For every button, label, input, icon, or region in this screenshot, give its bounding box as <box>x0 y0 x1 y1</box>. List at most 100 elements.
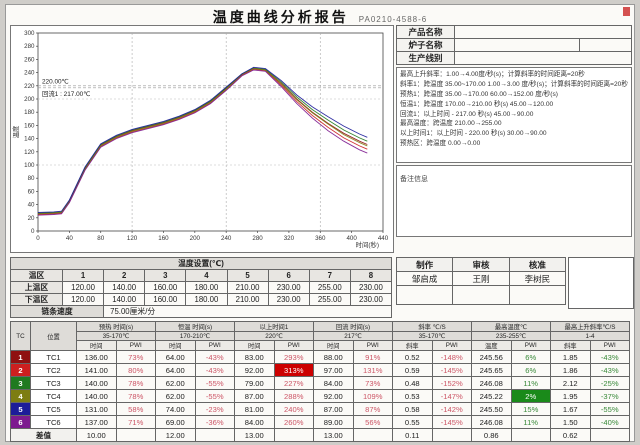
pwi-value: 2% <box>510 389 551 403</box>
measured-value: 246.08 <box>471 376 512 390</box>
field-value <box>454 51 632 65</box>
x-tick-label: 0 <box>36 235 40 242</box>
pwi-value: 15% <box>510 402 551 416</box>
x-tick-label: 120 <box>127 235 138 242</box>
measured-value: 245.56 <box>471 350 512 364</box>
group-range-header: 220℃ <box>234 331 314 341</box>
measured-value: 1.86 <box>550 363 591 377</box>
signoff-empty-cell <box>508 285 567 305</box>
tc-data-row: 4 TC4 140.00 78% 62.00 -55% 87.00 288% 92.00 109%… <box>10 389 630 403</box>
pwi-value: 131% <box>352 363 393 377</box>
pwi-value: -55% <box>194 376 235 390</box>
pwi-value: 6% <box>510 350 551 364</box>
measured-value: 245.22 <box>471 389 512 403</box>
zone-temp-value: 140.00 <box>103 281 146 294</box>
info-field-row: 生产线别 <box>396 51 632 65</box>
x-tick-label: 160 <box>158 235 169 242</box>
tc-data-row: 6 TC6 137.00 71% 69.00 -36% 84.00 260% 89.00 56% 0… <box>10 415 630 429</box>
tc-color-badge: 1 <box>10 350 31 364</box>
group-name-header: 最高温度℃ <box>471 321 551 332</box>
pwi-value: -40% <box>589 415 630 429</box>
diff-row: 差值 10.00 12.00 13.00 13.00 0.11 0.86 0.62 <box>10 428 630 442</box>
chain-speed-row: 链条速度 75.00厘米/分 <box>9 305 392 318</box>
pwi-value: -36% <box>194 415 235 429</box>
zone-temp-value: 230.00 <box>349 281 393 294</box>
measured-value: 84.00 <box>313 376 354 390</box>
zone-temp-value: 120.00 <box>61 293 105 306</box>
y-tick-label: 300 <box>24 30 35 37</box>
x-tick-label: 240 <box>221 235 232 242</box>
group-name-header: 最高上升斜率℃/S <box>550 321 630 332</box>
group-range-header: 217℃ <box>313 331 393 341</box>
plot-border <box>37 32 384 232</box>
field-label: 生产线别 <box>396 51 455 65</box>
info-panel: 产品名称 炉子名称 生产线别 最高上升斜率：1.00→4.00度/秒(s)；计算斜率… <box>396 25 632 251</box>
tc-color-badge: 4 <box>10 389 31 403</box>
diff-value <box>194 428 235 442</box>
pwi-value: -55% <box>194 389 235 403</box>
note-box: 备注信息 <box>396 165 632 237</box>
value-subheader: 温度 <box>471 340 512 351</box>
value-subheader: 时间 <box>313 340 354 351</box>
page-title: 温度曲线分析报告 <box>212 9 349 25</box>
signoff-empty-cell <box>395 285 454 305</box>
measured-value: 1.67 <box>550 402 591 416</box>
measured-value: 0.55 <box>392 415 433 429</box>
zone-number: 7 <box>308 269 351 282</box>
signoff-header-row: 制作 审核 核准 <box>395 257 567 272</box>
measured-value: 1.85 <box>550 350 591 364</box>
measured-value: 245.50 <box>471 402 512 416</box>
signoff-blank-cell <box>568 257 634 309</box>
measured-value: 92.00 <box>313 389 354 403</box>
measured-value: 0.58 <box>392 402 433 416</box>
diff-value <box>352 428 393 442</box>
pwi-value: -152% <box>431 376 472 390</box>
group-range-header: 35-170℃ <box>392 331 472 341</box>
profile-curve-TC5 <box>37 66 368 213</box>
pwi-value: -43% <box>589 350 630 364</box>
pwi-value: 80% <box>115 363 156 377</box>
info-field-row: 产品名称 <box>396 25 632 39</box>
y-tick-label: 120 <box>24 149 35 156</box>
tc-color-badge: 5 <box>10 402 31 416</box>
product-info-table: 产品名称 炉子名称 生产线别 <box>396 25 632 65</box>
x-axis-title: 时间(秒) <box>356 240 379 249</box>
pwi-value: 11% <box>510 415 551 429</box>
reference-label: 回流1 : 217.00℃ <box>42 89 90 98</box>
x-tick-label: 200 <box>190 235 201 242</box>
group-name-header: 斜率 ℃/S <box>392 321 472 332</box>
zone-row-label: 上温区 <box>10 281 63 294</box>
pwi-value: -142% <box>431 402 472 416</box>
measured-value: 140.00 <box>76 376 117 390</box>
tc-col-header: TC <box>10 321 31 351</box>
y-tick-label: 200 <box>24 96 35 103</box>
pwi-value: 73% <box>352 376 393 390</box>
signoff-empty-cell <box>452 285 510 305</box>
measured-value: 87.00 <box>313 402 354 416</box>
zone-number: 2 <box>103 269 146 282</box>
spec-lines: 最高上升斜率：1.00→4.00度/秒(s)；计算斜率的时间距离=20秒 斜率1：… <box>400 70 628 149</box>
zone-number: 3 <box>144 269 187 282</box>
measured-value: 87.00 <box>234 389 275 403</box>
diff-value <box>589 428 630 442</box>
lower-zone-row: 下温区 120.00 140.00 160.00 180.00 210.00 230.00 2… <box>10 293 393 306</box>
pwi-value: 56% <box>352 415 393 429</box>
measured-value: 0.59 <box>392 363 433 377</box>
x-tick-label: 80 <box>97 235 104 242</box>
spec-line: 以上时间1：以上时间 - 220.00 秒(s) 30.00→90.00 <box>400 130 547 138</box>
zone-number: 6 <box>267 269 310 282</box>
profile-curve-TC6 <box>37 69 368 216</box>
measured-value: 89.00 <box>313 415 354 429</box>
diff-value <box>510 428 551 442</box>
chain-speed-label: 链条速度 <box>9 305 105 318</box>
corner-watermark-mark <box>623 7 630 16</box>
field-label: 炉子名称 <box>396 38 455 52</box>
measured-value: 246.08 <box>471 415 512 429</box>
zone-header: 温区 <box>10 269 63 282</box>
measured-value: 141.00 <box>76 363 117 377</box>
diff-value: 10.00 <box>76 428 117 442</box>
signoff-name: 李树民 <box>508 271 567 286</box>
measured-value: 83.00 <box>234 350 275 364</box>
pwi-value: 293% <box>273 350 314 364</box>
tc-subheader-row: 时间 PWI 时间 PWI 时间 PWI 时间 PWI 斜率 PWI 温度 PWI 斜率 PWI <box>11 340 630 351</box>
